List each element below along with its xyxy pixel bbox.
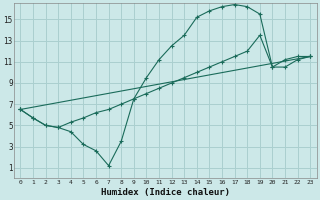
X-axis label: Humidex (Indice chaleur): Humidex (Indice chaleur) [101, 188, 230, 197]
